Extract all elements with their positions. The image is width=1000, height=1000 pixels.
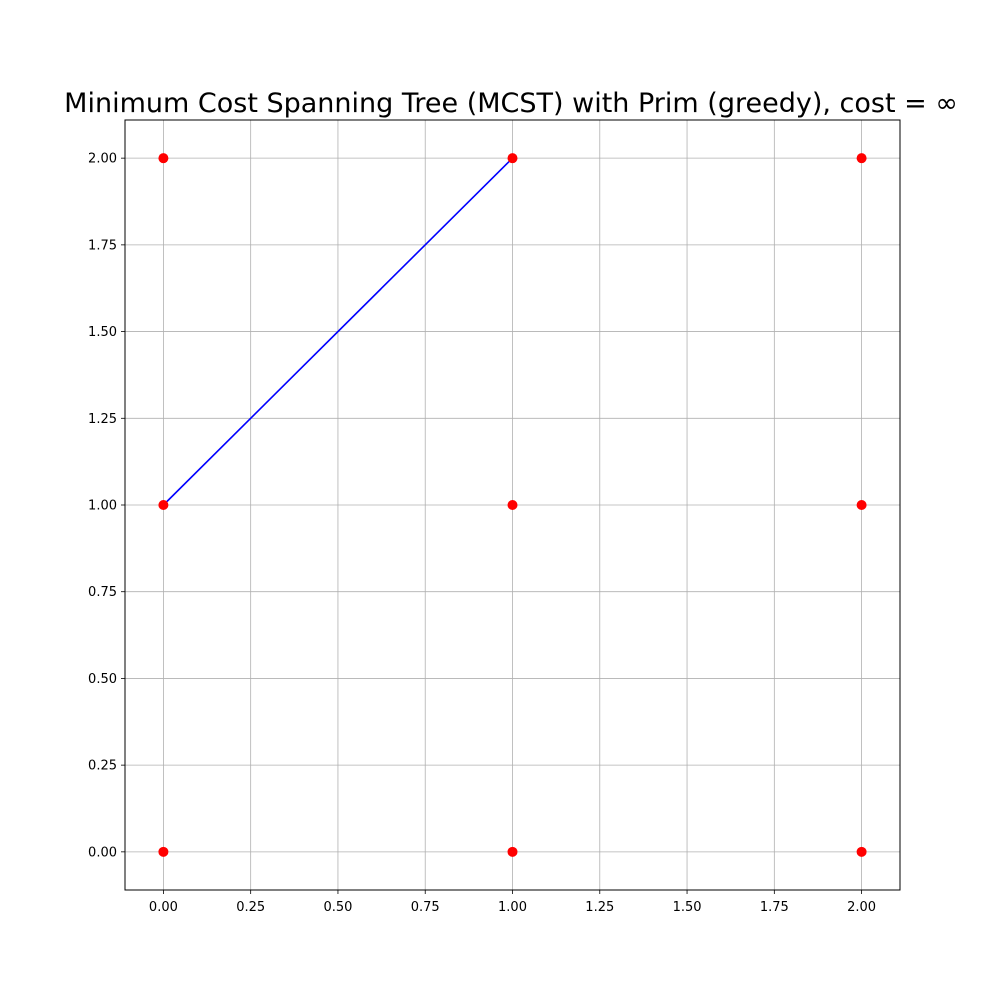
- vertex-point: [158, 153, 169, 164]
- chart-title: Minimum Cost Spanning Tree (MCST) with P…: [64, 88, 958, 119]
- x-tick-label: 0.75: [411, 900, 440, 915]
- vertex-point: [158, 846, 169, 857]
- x-tick-label: 1.75: [760, 900, 789, 915]
- y-tick-label: 1.25: [88, 412, 117, 427]
- vertex-point: [507, 500, 518, 510]
- x-tick-label: 0.50: [323, 900, 352, 915]
- y-tick-label: 0.50: [88, 672, 117, 687]
- x-tick-label: 1.50: [673, 900, 702, 915]
- y-tick-label: 1.75: [88, 238, 117, 253]
- y-tick-label: 2.00: [88, 152, 117, 167]
- y-tick-label: 0.75: [88, 585, 117, 600]
- tree-edge: [162, 157, 514, 506]
- x-tick-label: 2.00: [847, 900, 876, 915]
- x-axis-ticks: 0.00 0.25 0.50 0.75 1.00 1.25 1.50 1.75 2.00: [149, 890, 876, 915]
- vertex-point: [856, 500, 867, 510]
- y-axis-ticks: 0.00 0.25 0.50 0.75 1.00 1.25 1.50 1.75 2.00: [88, 152, 125, 860]
- vertex-point: [856, 846, 867, 857]
- y-tick-label: 1.00: [88, 499, 117, 514]
- y-tick-label: 1.50: [88, 325, 117, 340]
- tree-edges: [162, 157, 514, 506]
- x-tick-label: 0.25: [236, 900, 265, 915]
- y-tick-label: 0.00: [88, 845, 117, 860]
- x-tick-label: 1.00: [498, 900, 527, 915]
- vertex-point: [507, 153, 518, 164]
- vertex-point: [158, 500, 169, 510]
- y-tick-label: 0.25: [88, 759, 117, 774]
- vertex-point: [856, 153, 867, 164]
- x-tick-label: 0.00: [149, 900, 178, 915]
- graph-vertices: [158, 153, 867, 857]
- x-tick-label: 1.25: [585, 900, 614, 915]
- vertex-point: [507, 846, 518, 857]
